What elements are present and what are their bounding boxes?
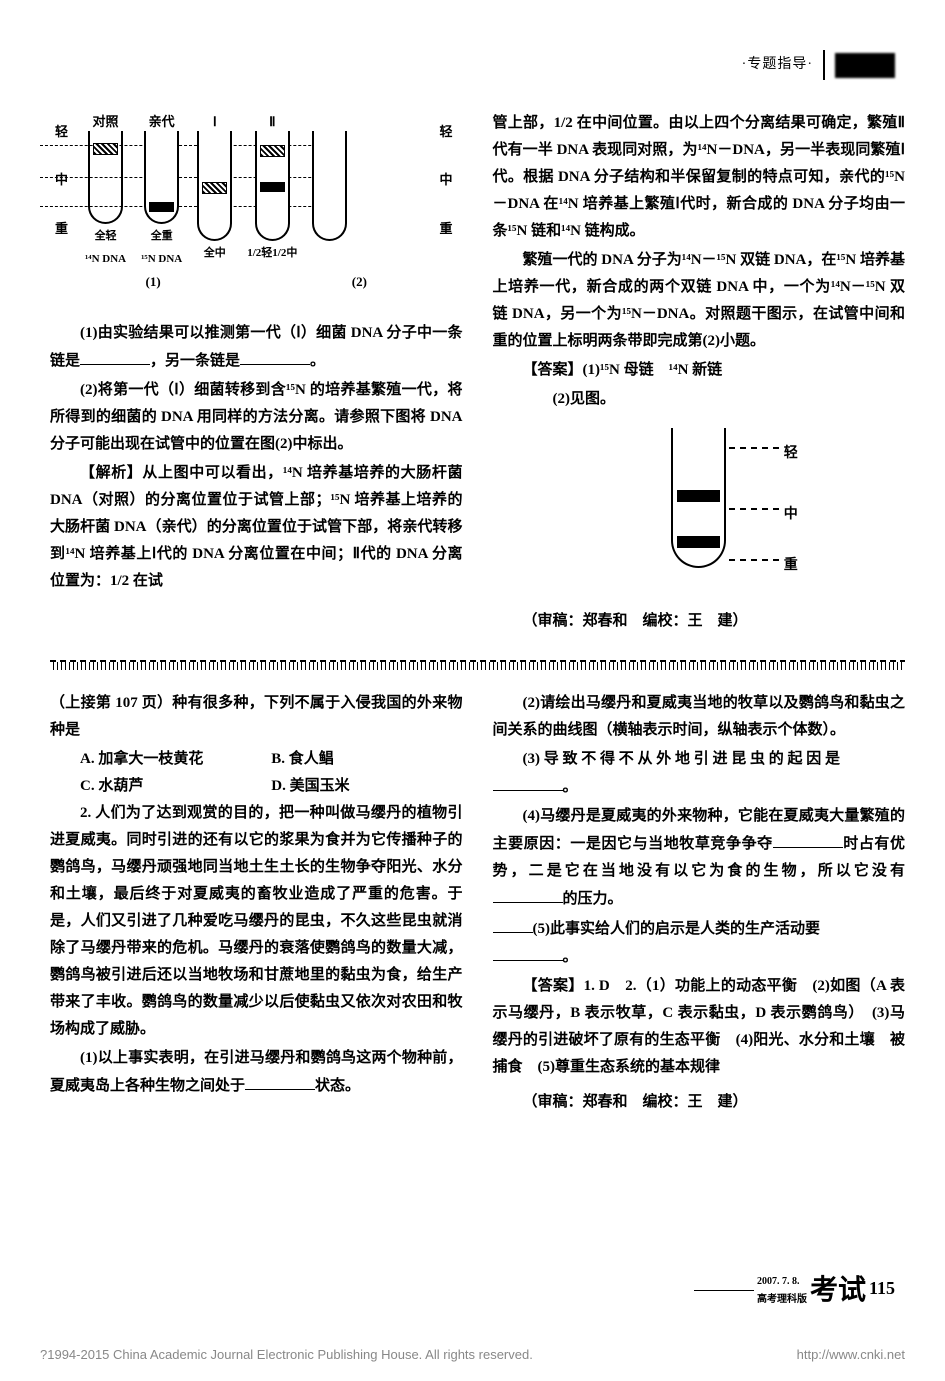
copyright-line: ?1994-2015 China Academic Journal Electr… <box>40 1343 905 1366</box>
upper-left-column: 轻 中 重 对照 全轻 ¹⁴N DNA <box>50 110 463 637</box>
upper-right-column: 管上部，1/2 在中间位置。由以上四个分离结果可确定，繁殖Ⅱ代有一半 DNA 表… <box>493 110 906 637</box>
sub-q4: (4)马缨丹是夏威夷的外来物种，它能在夏威夷大量繁殖的主要原因：一是因它与当地牧… <box>493 803 906 913</box>
tube-2 <box>197 131 232 241</box>
footer-date: 2007. 7. 8. <box>757 1276 800 1287</box>
sub-q1: (1)以上事实表明，在引进马缨丹和鹦鸽鸟这两个物种前，夏威夷岛上各种生物之间处于… <box>50 1045 463 1100</box>
ans-tube-label-1: 中 <box>784 502 798 527</box>
footer-brand: 考试 <box>810 1266 866 1316</box>
lower-answers: 【答案】1. D 2.（1）功能上的动态平衡 (2)如图（A 表示马缨丹，B 表… <box>493 973 906 1081</box>
y-label-light: 轻 <box>55 120 68 143</box>
sub-q3: (3) 导 致 不 得 不 从 外 地 引 进 昆 虫 的 起 因 是。 <box>493 746 906 801</box>
tube-1 <box>144 131 179 224</box>
upper-content: 轻 中 重 对照 全轻 ¹⁴N DNA <box>50 110 905 637</box>
r-label-heavy: 重 <box>439 217 452 240</box>
figure-1-dna-tubes: 轻 中 重 对照 全轻 ¹⁴N DNA <box>50 110 463 310</box>
ans-tube-label-0: 轻 <box>784 441 798 466</box>
option-b: B. 食人鲳 <box>271 746 462 773</box>
tube-3 <box>255 131 290 241</box>
copyright-text: ?1994-2015 China Academic Journal Electr… <box>40 1343 533 1366</box>
footer-source: 高考理科版 <box>757 1294 807 1305</box>
section-divider <box>50 662 905 670</box>
page-number: 115 <box>869 1278 895 1298</box>
tube-bot2-1: ¹⁵N DNA <box>141 250 182 270</box>
lower-content: （上接第 107 页）种有很多种，下列不属于入侵我国的外来物种是 A. 加拿大一… <box>50 690 905 1118</box>
y-label-heavy: 重 <box>55 217 68 240</box>
option-a: A. 加拿大一枝黄花 <box>80 746 271 773</box>
upper-credit: （审稿：郑春和 编校：王 建） <box>493 608 906 635</box>
header-graphic <box>835 53 895 78</box>
tube-label-1: 亲代 <box>149 110 175 128</box>
fig-num-2: (2) <box>352 270 367 293</box>
copyright-url: http://www.cnki.net <box>797 1343 905 1366</box>
right-p2: 繁殖一代的 DNA 分子为¹⁴N－¹⁵N 双链 DNA，在¹⁵N 培养基上培养一… <box>493 247 906 355</box>
tube-bot2-0: ¹⁴N DNA <box>85 250 126 270</box>
q2-long-text: 2. 人们为了达到观赏的目的，把一种叫做马缨丹的植物引进夏威夷。同时引进的还有以… <box>50 800 463 1043</box>
options-list: A. 加拿大一枝黄花 B. 食人鲳 C. 水葫芦 D. 美国玉米 <box>50 746 463 800</box>
header-label: ·专题指导· <box>742 52 813 77</box>
tube-bot-3: 1/2轻1/2中 <box>247 244 297 264</box>
answer-2: (2)见图。 <box>493 386 906 413</box>
analysis-text: 【解析】从上图中可以看出，¹⁴N 培养基培养的大肠杆菌 DNA（对照）的分离位置… <box>50 460 463 595</box>
right-p1: 管上部，1/2 在中间位置。由以上四个分离结果可确定，繁殖Ⅱ代有一半 DNA 表… <box>493 110 906 245</box>
tube-label-3: Ⅱ <box>269 110 275 128</box>
r-label-light: 轻 <box>439 120 452 143</box>
option-d: D. 美国玉米 <box>271 773 462 800</box>
page-footer: 2007. 7. 8. 高考理科版 考试 115 <box>694 1266 895 1316</box>
sub-q5: (5)此事实给人们的启示是人类的生产活动要。 <box>493 915 906 971</box>
q1-text: (1)由实验结果可以推测第一代（Ⅰ）细菌 DNA 分子中一条链是，另一条链是。 <box>50 320 463 375</box>
tube-label-2: Ⅰ <box>213 110 217 128</box>
ans-tube-label-2: 重 <box>784 553 798 578</box>
y-label-mid: 中 <box>55 168 68 191</box>
tube-bot-2: 全中 <box>204 244 226 264</box>
header-divider <box>823 50 825 80</box>
fig-num-1: (1) <box>146 270 161 293</box>
r-label-mid: 中 <box>439 168 452 191</box>
q2-text: (2)将第一代（Ⅰ）细菌转移到含¹⁵N 的培养基繁殖一代，将所得到的细菌的 DN… <box>50 377 463 458</box>
lower-right-column: (2)请绘出马缨丹和夏威夷当地的牧草以及鹦鸽鸟和黏虫之间关系的曲线图（横轴表示时… <box>493 690 906 1118</box>
header-right: ·专题指导· <box>742 50 895 80</box>
tube-label-0: 对照 <box>93 110 119 128</box>
sub-q2: (2)请绘出马缨丹和夏威夷当地的牧草以及鹦鸽鸟和黏虫之间关系的曲线图（横轴表示时… <box>493 690 906 744</box>
lower-credit: （审稿：郑春和 编校：王 建） <box>493 1089 906 1116</box>
tube-4-empty <box>312 131 347 241</box>
option-c: C. 水葫芦 <box>80 773 271 800</box>
lower-left-column: （上接第 107 页）种有很多种，下列不属于入侵我国的外来物种是 A. 加拿大一… <box>50 690 463 1118</box>
tube-bot-1: 全重 <box>151 227 173 247</box>
continuation-text: （上接第 107 页）种有很多种，下列不属于入侵我国的外来物种是 <box>50 690 463 744</box>
answer-tube-figure: 轻 中 重 <box>493 428 906 588</box>
tube-0 <box>88 131 123 224</box>
answer-line: 【答案】(1)¹⁵N 母链 ¹⁴N 新链 <box>493 357 906 384</box>
tube-bot-0: 全轻 <box>95 227 117 247</box>
